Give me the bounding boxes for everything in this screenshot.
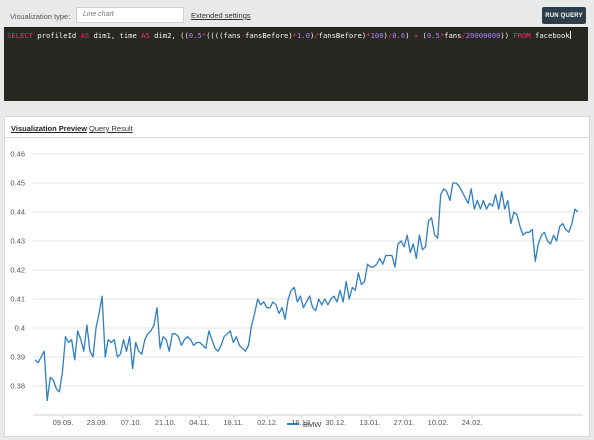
results-tabs: Visualization Preview Query Result — [5, 117, 589, 138]
sql-token: - — [240, 31, 246, 40]
sql-token: * — [366, 31, 371, 40]
line-chart: 0.46 0.45 0.44 0.43 0.42 0.41 0.4 0.39 0.38 09.09… — [10, 150, 583, 429]
sql-token: / — [461, 31, 466, 40]
sql-token: dim1, time — [89, 31, 142, 40]
sql-token: dim2, (( — [149, 31, 189, 40]
sql-token: AS — [141, 31, 150, 40]
sql-token: 20000000 — [465, 31, 501, 40]
x-tick-label: 21.10. — [155, 418, 176, 427]
x-tick-label: 24.02. — [462, 418, 483, 427]
visualization-type-select[interactable]: Line chart — [76, 7, 184, 23]
extended-settings-link[interactable]: Extended settings — [191, 11, 251, 20]
tab-query-result[interactable]: Query Result — [89, 124, 133, 133]
y-tick-label: 0.43 — [10, 237, 25, 246]
results-panel: Visualization Preview Query Result 0.46 0… — [4, 116, 590, 437]
sql-token: ((((fans — [206, 31, 241, 40]
x-tick-label: 16.12. — [291, 418, 312, 427]
x-tick-label: 10.02. — [428, 418, 449, 427]
sql-token: SELECT — [7, 31, 33, 40]
sql-token: ) — [405, 31, 414, 40]
sql-token: + — [413, 31, 419, 40]
sql-token: ( — [418, 31, 427, 40]
sql-token: profileId — [32, 31, 81, 40]
sql-token: fans — [444, 31, 462, 40]
sql-token: facebook — [530, 31, 570, 40]
sql-token: FROM — [513, 31, 531, 40]
sql-token: fansBefore) — [318, 31, 367, 40]
x-tick-label: 30.12. — [325, 418, 346, 427]
sql-query-editor[interactable]: SELECT profileId AS dim1, time AS dim2, … — [4, 27, 588, 101]
run-query-button[interactable]: RUN QUERY — [542, 7, 586, 24]
sql-token: ) — [309, 31, 315, 40]
x-tick-label: 13.01. — [359, 418, 380, 427]
x-tick-label: 18.11. — [223, 418, 243, 427]
sql-token: AS — [80, 31, 90, 40]
sql-token: 0.5 — [188, 31, 202, 40]
sql-token: / — [314, 31, 319, 40]
series-line-bmw — [34, 182, 579, 402]
sql-token: 100 — [370, 31, 384, 40]
x-tick-label: 23.09. — [87, 418, 108, 427]
sql-token: )) — [500, 31, 514, 40]
x-tick-label: 07.10. — [121, 418, 142, 427]
sql-token: 0.6 — [392, 31, 406, 40]
sql-token: * — [439, 31, 445, 40]
y-tick-label: 0.39 — [10, 353, 25, 362]
y-tick-label: 0.38 — [10, 382, 25, 391]
sql-token: 1.0 — [296, 31, 310, 40]
x-tick-label: 09.09. — [53, 418, 74, 427]
sql-token: fansBefore) — [245, 31, 293, 40]
sql-token: / — [387, 31, 393, 40]
x-tick-label: 02.12. — [257, 418, 278, 427]
legend-label: BMW — [303, 420, 322, 429]
y-tick-label: 0.4 — [15, 324, 25, 333]
tab-visualization-preview[interactable]: Visualization Preview — [11, 124, 88, 133]
x-tick-label: 27.01. — [394, 418, 415, 427]
visualization-type-label: Visualization type: — [10, 12, 71, 21]
sql-token: 0.5 — [426, 31, 440, 40]
text-cursor — [569, 31, 571, 39]
sql-token: * — [292, 31, 297, 40]
sql-token: ) — [383, 31, 388, 40]
y-tick-label: 0.45 — [10, 179, 25, 188]
sql-token: * — [201, 31, 207, 40]
toolbar: Visualization type: Line chart Extended … — [0, 0, 594, 30]
y-tick-label: 0.42 — [10, 266, 25, 275]
y-tick-label: 0.41 — [10, 295, 25, 304]
y-tick-label: 0.44 — [10, 208, 25, 217]
y-tick-label: 0.46 — [10, 150, 25, 159]
x-tick-label: 04.11. — [189, 418, 209, 427]
